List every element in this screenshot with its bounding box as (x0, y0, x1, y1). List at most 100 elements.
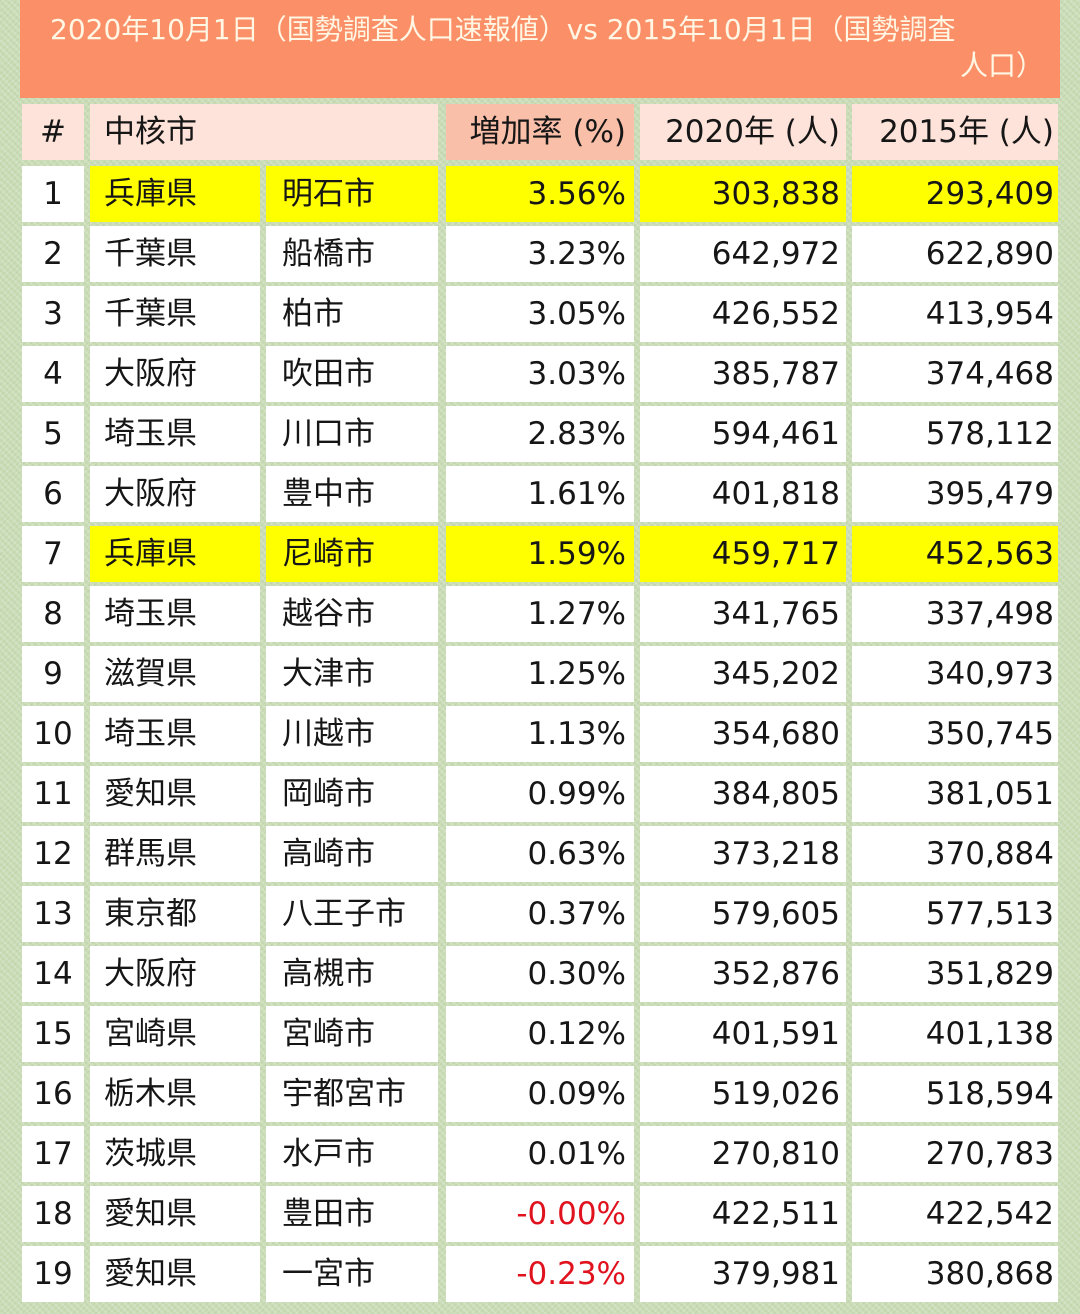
cell-rank: 4 (22, 346, 84, 402)
cell-city: 一宮市 (266, 1246, 438, 1302)
cell-growth-rate: 3.05% (446, 286, 634, 342)
table-row: 7 兵庫県 尼崎市 1.59% 459,717 452,563 (20, 526, 1060, 582)
cell-growth-rate: 0.63% (446, 826, 634, 882)
cell-city: 明石市 (266, 166, 438, 222)
cell-rank: 3 (22, 286, 84, 342)
cell-city: 川口市 (266, 406, 438, 462)
cell-city: 宇都宮市 (266, 1066, 438, 1122)
cell-prefecture: 愛知県 (90, 1186, 260, 1242)
cell-growth-rate: 0.01% (446, 1126, 634, 1182)
cell-pop-2020: 422,511 (640, 1186, 846, 1242)
header-rate[interactable]: 増加率 (%) (446, 104, 634, 160)
cell-pop-2020: 385,787 (640, 346, 846, 402)
cell-prefecture: 兵庫県 (90, 166, 260, 222)
cell-rank: 19 (22, 1246, 84, 1302)
cell-prefecture: 茨城県 (90, 1126, 260, 1182)
cell-pop-2015: 577,513 (852, 886, 1058, 942)
header-pop-2015[interactable]: 2015年 (人) (852, 104, 1058, 160)
cell-pop-2020: 459,717 (640, 526, 846, 582)
cell-city: 高崎市 (266, 826, 438, 882)
cell-rank: 17 (22, 1126, 84, 1182)
cell-pop-2020: 379,981 (640, 1246, 846, 1302)
table-row: 15 宮崎県 宮崎市 0.12% 401,591 401,138 (20, 1006, 1060, 1062)
cell-city: 越谷市 (266, 586, 438, 642)
title-line-2: 人口） (959, 49, 1044, 82)
cell-city: 宮崎市 (266, 1006, 438, 1062)
cell-rank: 7 (22, 526, 84, 582)
table-row: 17 茨城県 水戸市 0.01% 270,810 270,783 (20, 1126, 1060, 1182)
cell-city: 八王子市 (266, 886, 438, 942)
cell-pop-2015: 380,868 (852, 1246, 1058, 1302)
table-row: 19 愛知県 一宮市 -0.23% 379,981 380,868 (20, 1246, 1060, 1302)
table-title: 2020年10月1日（国勢調査人口速報値）vs 2015年10月1日（国勢調査 … (20, 0, 1060, 98)
cell-pop-2015: 422,542 (852, 1186, 1058, 1242)
cell-pop-2015: 293,409 (852, 166, 1058, 222)
cell-pop-2020: 401,591 (640, 1006, 846, 1062)
cell-prefecture: 千葉県 (90, 226, 260, 282)
cell-city: 尼崎市 (266, 526, 438, 582)
cell-prefecture: 大阪府 (90, 466, 260, 522)
cell-growth-rate: 1.61% (446, 466, 634, 522)
cell-pop-2020: 345,202 (640, 646, 846, 702)
table-row: 3 千葉県 柏市 3.05% 426,552 413,954 (20, 286, 1060, 342)
cell-city: 大津市 (266, 646, 438, 702)
cell-growth-rate: 2.83% (446, 406, 634, 462)
cell-growth-rate: 3.03% (446, 346, 634, 402)
table-row: 2 千葉県 船橋市 3.23% 642,972 622,890 (20, 226, 1060, 282)
cell-pop-2020: 642,972 (640, 226, 846, 282)
cell-city: 豊田市 (266, 1186, 438, 1242)
cell-rank: 8 (22, 586, 84, 642)
cell-rank: 11 (22, 766, 84, 822)
cell-rank: 9 (22, 646, 84, 702)
cell-growth-rate: 1.25% (446, 646, 634, 702)
cell-rank: 14 (22, 946, 84, 1002)
cell-city: 岡崎市 (266, 766, 438, 822)
cell-prefecture: 滋賀県 (90, 646, 260, 702)
cell-rank: 6 (22, 466, 84, 522)
cell-pop-2020: 270,810 (640, 1126, 846, 1182)
cell-growth-rate: 0.37% (446, 886, 634, 942)
cell-pop-2020: 341,765 (640, 586, 846, 642)
table-row: 18 愛知県 豊田市 -0.00% 422,511 422,542 (20, 1186, 1060, 1242)
cell-pop-2020: 373,218 (640, 826, 846, 882)
cell-pop-2020: 303,838 (640, 166, 846, 222)
cell-prefecture: 埼玉県 (90, 406, 260, 462)
cell-pop-2015: 350,745 (852, 706, 1058, 762)
table-row: 4 大阪府 吹田市 3.03% 385,787 374,468 (20, 346, 1060, 402)
table-row: 16 栃木県 宇都宮市 0.09% 519,026 518,594 (20, 1066, 1060, 1122)
cell-growth-rate: 0.30% (446, 946, 634, 1002)
cell-rank: 18 (22, 1186, 84, 1242)
cell-pop-2015: 337,498 (852, 586, 1058, 642)
cell-pop-2015: 374,468 (852, 346, 1058, 402)
cell-pop-2020: 354,680 (640, 706, 846, 762)
cell-growth-rate: 1.59% (446, 526, 634, 582)
cell-rank: 1 (22, 166, 84, 222)
cell-growth-rate: 1.27% (446, 586, 634, 642)
cell-city: 船橋市 (266, 226, 438, 282)
cell-growth-rate: 0.99% (446, 766, 634, 822)
cell-pop-2015: 401,138 (852, 1006, 1058, 1062)
table-row: 11 愛知県 岡崎市 0.99% 384,805 381,051 (20, 766, 1060, 822)
cell-pop-2015: 413,954 (852, 286, 1058, 342)
cell-growth-rate: 1.13% (446, 706, 634, 762)
cell-growth-rate: -0.23% (446, 1246, 634, 1302)
header-rank[interactable]: # (22, 104, 84, 160)
cell-rank: 10 (22, 706, 84, 762)
cell-rank: 15 (22, 1006, 84, 1062)
title-line-1: 2020年10月1日（国勢調査人口速報値）vs 2015年10月1日（国勢調査 (50, 13, 956, 46)
cell-prefecture: 大阪府 (90, 346, 260, 402)
cell-city: 水戸市 (266, 1126, 438, 1182)
cell-prefecture: 埼玉県 (90, 706, 260, 762)
cell-pop-2020: 579,605 (640, 886, 846, 942)
cell-rank: 16 (22, 1066, 84, 1122)
table-header-row: # 中核市 増加率 (%) 2020年 (人) 2015年 (人) (20, 104, 1060, 160)
cell-pop-2020: 426,552 (640, 286, 846, 342)
cell-pop-2015: 452,563 (852, 526, 1058, 582)
table-row: 5 埼玉県 川口市 2.83% 594,461 578,112 (20, 406, 1060, 462)
cell-city: 柏市 (266, 286, 438, 342)
cell-growth-rate: 0.09% (446, 1066, 634, 1122)
cell-pop-2015: 381,051 (852, 766, 1058, 822)
header-city[interactable]: 中核市 (90, 104, 438, 160)
cell-pop-2015: 518,594 (852, 1066, 1058, 1122)
header-pop-2020[interactable]: 2020年 (人) (640, 104, 846, 160)
